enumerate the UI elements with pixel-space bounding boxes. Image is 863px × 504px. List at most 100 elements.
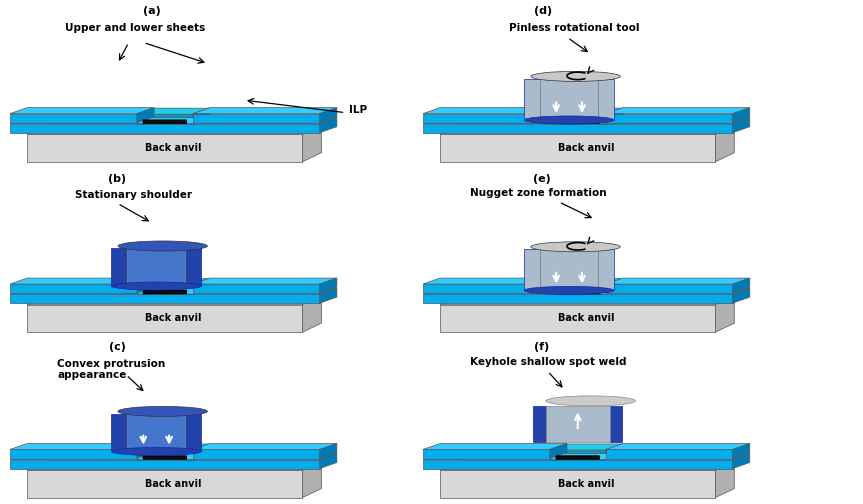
Polygon shape: [28, 125, 321, 134]
Polygon shape: [533, 406, 546, 442]
Polygon shape: [10, 108, 154, 114]
Polygon shape: [598, 79, 614, 120]
Polygon shape: [423, 454, 750, 460]
Polygon shape: [733, 444, 750, 459]
Polygon shape: [550, 114, 606, 124]
Text: Keyhole shallow spot weld: Keyhole shallow spot weld: [470, 357, 627, 367]
Polygon shape: [192, 444, 337, 450]
Polygon shape: [319, 117, 337, 133]
Polygon shape: [319, 288, 337, 303]
Polygon shape: [550, 285, 606, 295]
Text: Upper and lower sheets: Upper and lower sheets: [65, 24, 205, 33]
Polygon shape: [440, 125, 734, 134]
Text: (b): (b): [109, 174, 127, 184]
Polygon shape: [609, 406, 622, 442]
FancyBboxPatch shape: [143, 291, 186, 294]
Polygon shape: [10, 450, 137, 459]
Polygon shape: [733, 278, 750, 293]
FancyBboxPatch shape: [143, 456, 186, 459]
Text: Back anvil: Back anvil: [558, 143, 614, 153]
Polygon shape: [715, 125, 734, 162]
Polygon shape: [606, 450, 733, 459]
Polygon shape: [423, 444, 567, 450]
Ellipse shape: [111, 448, 201, 456]
Polygon shape: [28, 461, 321, 470]
Polygon shape: [10, 278, 154, 284]
Polygon shape: [715, 296, 734, 332]
Text: Stationary shoulder: Stationary shoulder: [74, 190, 192, 200]
Polygon shape: [28, 304, 302, 332]
Polygon shape: [606, 279, 623, 295]
Polygon shape: [606, 114, 733, 122]
Polygon shape: [550, 444, 623, 450]
Polygon shape: [733, 288, 750, 303]
Text: (e): (e): [532, 174, 551, 184]
Polygon shape: [606, 444, 623, 460]
Polygon shape: [192, 108, 337, 114]
Polygon shape: [186, 414, 201, 452]
Polygon shape: [733, 454, 750, 469]
Polygon shape: [28, 134, 302, 162]
Polygon shape: [302, 461, 321, 497]
Text: Back anvil: Back anvil: [145, 143, 202, 153]
Polygon shape: [440, 296, 734, 304]
Polygon shape: [440, 304, 715, 332]
Polygon shape: [28, 470, 302, 497]
Polygon shape: [186, 248, 201, 286]
Ellipse shape: [118, 241, 207, 251]
Polygon shape: [137, 278, 154, 293]
Text: ILP: ILP: [350, 105, 368, 115]
Polygon shape: [10, 444, 154, 450]
Polygon shape: [192, 284, 319, 293]
Polygon shape: [127, 248, 186, 286]
Polygon shape: [137, 444, 154, 459]
Text: (c): (c): [109, 342, 126, 352]
Polygon shape: [733, 117, 750, 133]
Polygon shape: [715, 461, 734, 497]
Polygon shape: [525, 79, 540, 120]
Polygon shape: [319, 108, 337, 122]
Polygon shape: [192, 444, 210, 460]
Text: Back anvil: Back anvil: [558, 313, 614, 324]
Polygon shape: [137, 114, 192, 124]
Polygon shape: [550, 278, 567, 293]
Text: (a): (a): [143, 6, 161, 16]
Ellipse shape: [525, 286, 614, 294]
Ellipse shape: [546, 396, 635, 406]
Polygon shape: [319, 444, 337, 459]
FancyBboxPatch shape: [143, 120, 186, 123]
Polygon shape: [423, 294, 733, 303]
Polygon shape: [28, 296, 321, 304]
Polygon shape: [550, 444, 567, 459]
Polygon shape: [423, 460, 733, 469]
Polygon shape: [319, 278, 337, 293]
Polygon shape: [423, 123, 733, 133]
Text: appearance: appearance: [57, 370, 127, 381]
Polygon shape: [10, 454, 337, 460]
Text: Back anvil: Back anvil: [558, 479, 614, 489]
Polygon shape: [137, 108, 210, 114]
Polygon shape: [423, 117, 750, 123]
Polygon shape: [423, 108, 567, 114]
FancyBboxPatch shape: [557, 456, 599, 459]
Polygon shape: [10, 284, 137, 293]
FancyBboxPatch shape: [557, 291, 599, 294]
Polygon shape: [423, 284, 550, 293]
Polygon shape: [550, 108, 623, 114]
Text: (d): (d): [534, 6, 552, 16]
Polygon shape: [127, 414, 186, 452]
Polygon shape: [606, 284, 733, 293]
Polygon shape: [540, 79, 598, 120]
Polygon shape: [192, 114, 319, 122]
Polygon shape: [423, 288, 750, 294]
Ellipse shape: [531, 72, 620, 81]
Polygon shape: [598, 249, 614, 290]
Polygon shape: [733, 108, 750, 122]
Polygon shape: [10, 114, 137, 122]
Polygon shape: [440, 134, 715, 162]
Text: Back anvil: Back anvil: [145, 313, 202, 324]
Polygon shape: [10, 123, 319, 133]
Polygon shape: [302, 125, 321, 162]
Polygon shape: [546, 406, 609, 442]
Polygon shape: [423, 278, 567, 284]
